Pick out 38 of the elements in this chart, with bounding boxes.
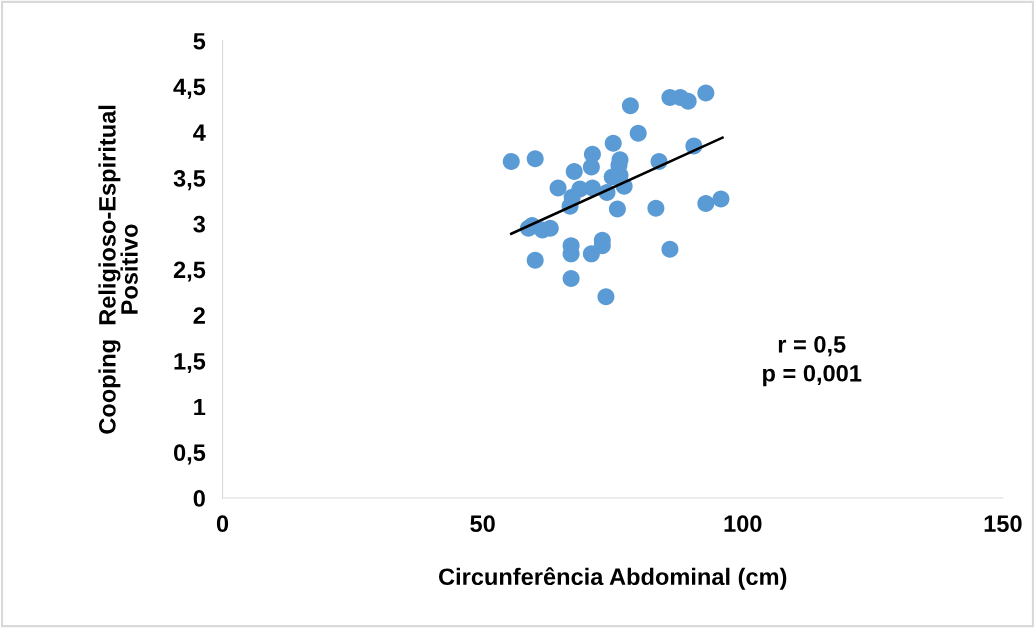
- point: [582, 245, 600, 263]
- y-tick-label: 2,5: [173, 261, 206, 282]
- y-tick-label: 3: [193, 215, 206, 233]
- point: [583, 179, 601, 197]
- y-tick-label: 5: [193, 33, 206, 50]
- point: [647, 199, 665, 217]
- y-tick-label: 2: [193, 307, 205, 324]
- point: [502, 153, 520, 171]
- x-tick-label: 0: [216, 515, 229, 533]
- point: [608, 200, 626, 218]
- point: [712, 190, 730, 208]
- y-tick-label: 0,5: [173, 444, 206, 465]
- point: [549, 179, 567, 197]
- point: [621, 97, 639, 115]
- point: [661, 240, 679, 258]
- y-tick-label: 1,5: [174, 353, 206, 374]
- point: [565, 163, 583, 181]
- point: [697, 195, 715, 213]
- point: [604, 134, 622, 152]
- point: [526, 150, 544, 168]
- point: [562, 270, 580, 288]
- point: [679, 92, 697, 110]
- x-axis-title: Circunferência Abdominal (cm): [439, 567, 787, 590]
- y-tick-label: 4: [193, 124, 206, 141]
- y-tick-label: 3,5: [173, 170, 206, 191]
- y-axis-title: Cooping Religioso-Espiritual Positivo: [98, 105, 138, 434]
- point: [697, 84, 715, 102]
- point: [526, 251, 544, 269]
- y-tick-label: 1: [194, 398, 206, 416]
- point: [582, 158, 600, 176]
- y-tick-label: 0: [193, 490, 205, 507]
- x-tick-label: 150: [984, 515, 1022, 533]
- x-tick-label: 100: [724, 515, 762, 533]
- x-tick-label: 50: [470, 515, 495, 533]
- point: [629, 124, 647, 142]
- y-tick-label: 4,5: [173, 78, 206, 99]
- point: [597, 288, 615, 306]
- annotation: r = 0,5 p = 0,001: [763, 336, 862, 387]
